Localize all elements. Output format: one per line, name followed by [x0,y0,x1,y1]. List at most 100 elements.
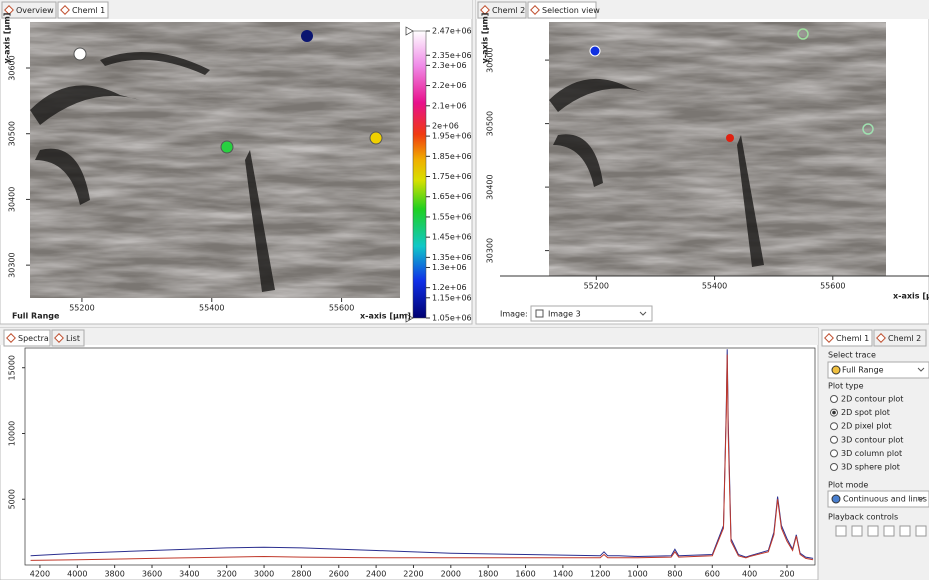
mode-dropdown[interactable] [827,490,929,508]
x-tick-label: 4000 [67,570,87,579]
tab-bar [0,0,472,19]
tab[interactable] [477,1,527,19]
trace-icon [831,365,841,375]
x-tick-label: 1400 [553,570,573,579]
image-streaks [30,52,275,292]
spot-marker[interactable] [726,134,734,142]
colorbar-tick-label: 1.3e+06 [432,263,467,272]
x-tick-label: 2400 [366,570,386,579]
playback-button[interactable] [867,525,879,537]
x-tick-label: 3400 [179,570,199,579]
tab-label: Cheml 1 [72,6,105,15]
x-tick-label: 55400 [199,304,224,313]
tab[interactable] [57,1,109,19]
radio[interactable] [830,395,838,403]
x-tick-label: 400 [742,570,757,579]
tab[interactable] [821,329,873,347]
playback-button[interactable] [851,525,863,537]
tab-icon [60,5,70,15]
radio-label: 3D column plot [841,449,902,458]
trace-dropdown[interactable] [827,361,929,379]
radio[interactable] [830,449,838,458]
colorbar-tick-label: 2.47e+06 [432,27,472,36]
image-texture [30,22,400,298]
tab[interactable] [1,1,57,19]
radio-label: 2D pixel plot [841,422,892,431]
playback-button[interactable] [835,525,847,537]
colorbar-tick-label: 1.95e+06 [432,132,472,141]
tab-label: Selection view [542,6,600,15]
dropdown-arrow [917,496,925,501]
x-tick-label: 55200 [69,304,94,313]
y-tick-label: 5000 [8,489,17,509]
tab-label: List [66,334,80,343]
playback-button[interactable] [899,525,911,537]
playback-button[interactable] [883,525,895,537]
mode-value: Continuous and lines [843,495,927,504]
tab-label: Spectra [18,334,49,343]
dropdown-arrow [917,367,925,372]
image-streaks [549,78,764,268]
y-tick-label: 30600 [486,47,495,72]
tab-label: Cheml 2 [492,6,525,15]
y-axis-label: y-axis [µm] [3,13,12,64]
tab-label: Overview [16,6,54,15]
colorbar-tick-label: 1.05e+06 [432,314,472,323]
tab[interactable] [3,329,51,347]
spot-marker[interactable] [797,28,809,40]
x-tick-label: 2800 [291,570,311,579]
x-axis-label: x-axis [µm] [893,292,929,301]
radio[interactable] [830,435,838,444]
radio-label: 3D contour plot [841,435,903,444]
spot-marker[interactable] [589,45,601,57]
y-tick-label: 30400 [486,174,495,199]
colorbar-tick-label: 2.3e+06 [432,61,467,70]
radio-label: 3D sphere plot [841,463,900,472]
colorbar-tick-label: 1.85e+06 [432,152,472,161]
radio[interactable] [830,463,838,471]
spot-marker[interactable] [862,123,874,135]
x-tick-label: 4200 [30,570,50,579]
x-tick-label: 800 [667,570,682,579]
colorbar-tick-label: 2.1e+06 [432,101,467,110]
image-label: Image: [500,310,528,319]
section-label: Plot mode [828,481,868,490]
colorbar-tick-label: 2e+06 [432,121,459,130]
colorbar-tick-label: 1.45e+06 [432,233,472,242]
colorbar-handle[interactable] [405,26,414,323]
spot-marker[interactable] [301,30,313,42]
y-tick-label: 30300 [8,252,17,277]
x-tick-label: 200 [779,570,794,579]
tab[interactable] [527,1,597,19]
spot-marker[interactable] [73,47,87,61]
x-tick-label: 1800 [478,570,498,579]
playback-button[interactable] [915,525,927,537]
image-dropdown[interactable] [530,305,653,322]
tab-label: Cheml 2 [888,334,921,343]
colorbar-tick-label: 1.75e+06 [432,172,472,181]
spectrum-line [30,354,814,561]
section-label: Playback controls [828,513,898,522]
radio[interactable] [830,422,838,431]
tab-icon [530,5,540,15]
y-tick-label: 30600 [8,55,17,80]
x-tick-label: 3800 [104,570,124,579]
x-tick-label: 600 [705,570,720,579]
spot-marker[interactable] [369,131,383,145]
y-tick-label: 10000 [8,421,17,446]
mode-icon [831,494,841,504]
colorbar-tick-label: 2.35e+06 [432,51,472,60]
tab-icon [876,333,886,343]
colorbar [412,30,427,319]
y-tick-label: 30400 [8,187,17,212]
colorbar-tick-label: 1.65e+06 [432,192,472,201]
y-axis-label: y-axis [µm] [481,13,490,64]
x-tick-label: 55200 [584,282,609,291]
spectrum-line [30,349,814,559]
spot-marker[interactable] [220,140,234,154]
trace-value: Full Range [842,366,884,375]
radio-label: 2D spot plot [841,408,890,417]
tab[interactable] [873,329,927,347]
tab[interactable] [51,329,85,347]
